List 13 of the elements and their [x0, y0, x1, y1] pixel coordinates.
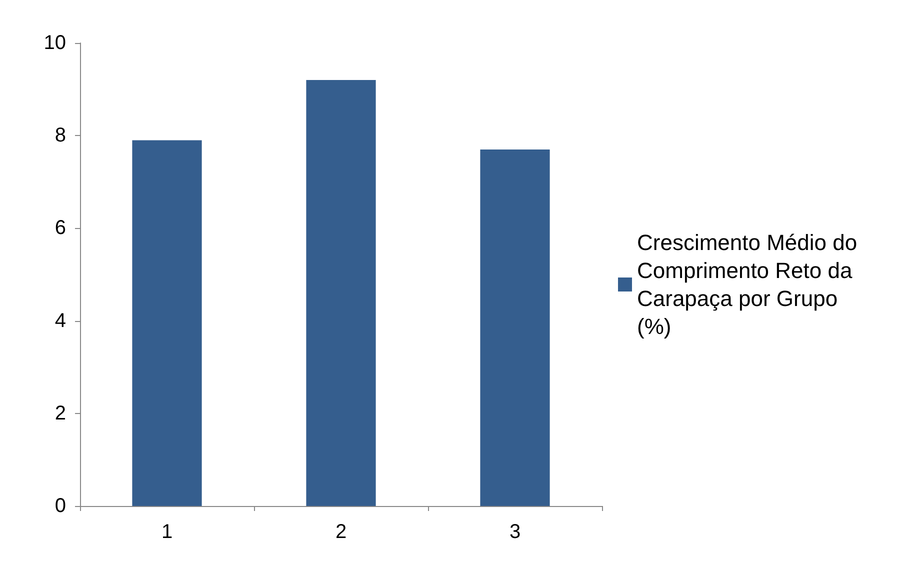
y-tick-label: 4	[54, 310, 66, 332]
y-tick-label: 6	[54, 217, 66, 240]
x-tick-label: 1	[161, 521, 173, 543]
bar	[306, 80, 376, 506]
x-tick-label: 2	[335, 521, 347, 543]
y-tick-label: 10	[44, 32, 66, 54]
y-tick-label: 0	[54, 495, 66, 517]
bar	[132, 140, 202, 506]
y-tick-label: 8	[54, 124, 66, 147]
legend-label: Crescimento Médio do Comprimento Reto da Carapaça por Grupo (%)	[637, 230, 864, 339]
x-tick-label: 3	[509, 521, 521, 543]
bar	[480, 149, 550, 506]
y-tick-label: 2	[54, 402, 66, 424]
